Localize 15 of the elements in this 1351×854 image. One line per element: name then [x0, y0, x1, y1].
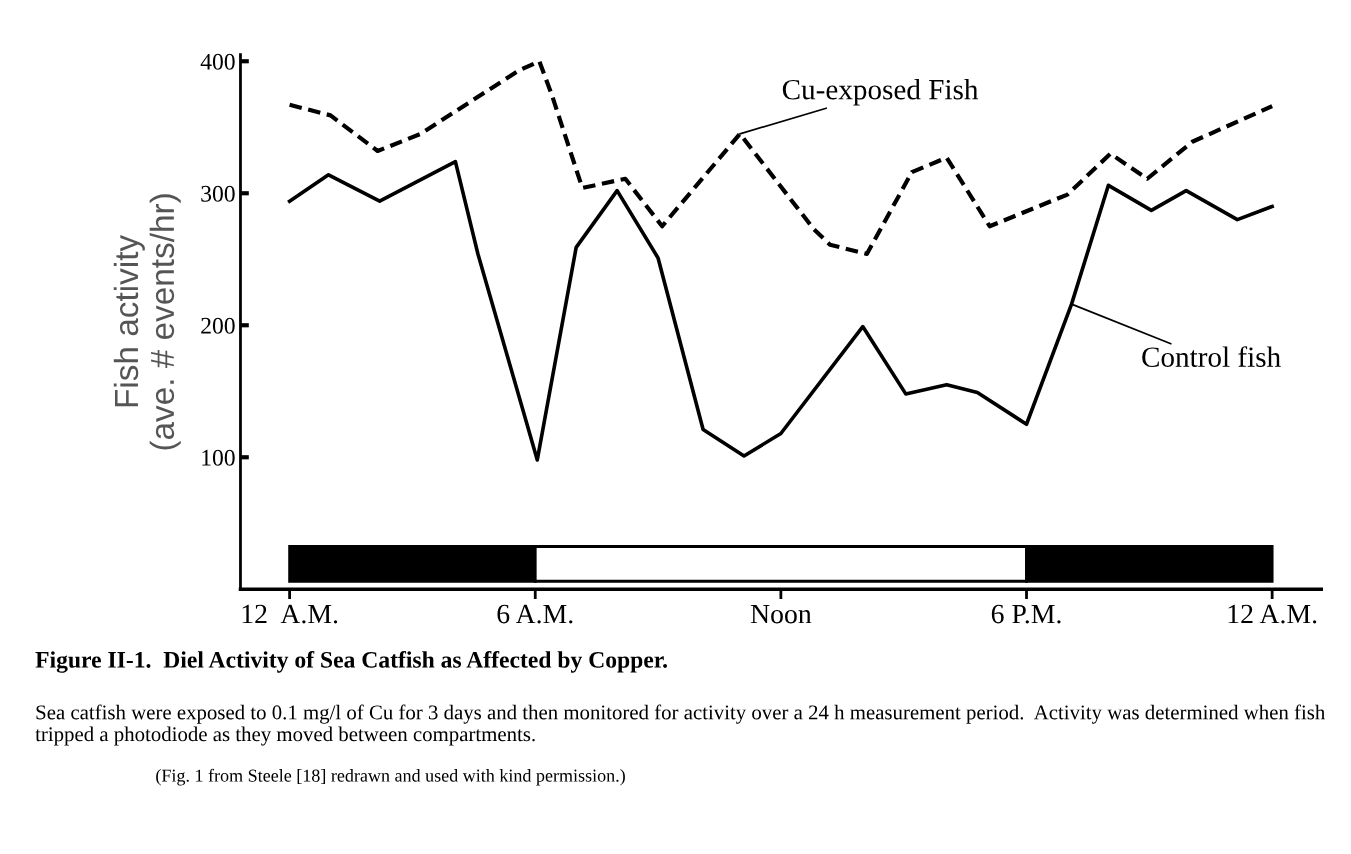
text: (Fig. 1 from Steele [18] redrawn and used with kind permission.) [156, 768, 625, 786]
x-tick-label: 12 A.M. [1228, 604, 1317, 624]
annotation: Cu-exposed Fish [782, 78, 979, 106]
y-tick-label: 300 [201, 185, 235, 202]
annotation: Control fish [1142, 346, 1281, 367]
x-tick-label: 6 P.M. [991, 604, 1061, 624]
text: Figure II-1. Diel Activity of Sea Catfish as Affected by Copper. [35, 650, 667, 673]
x-tick-label: 12 A.M. [242, 604, 338, 624]
x-tick-label: 6 A.M. [497, 604, 573, 624]
y-tick-label: 200 [201, 317, 235, 334]
text: Sea catfish were exposed to 0.1 mg/l of Cu for 3 days and then monitored for activity over a 24 h measurement period. Activity was determined when fish tripped a photodiode as they moved between compartments. [35, 704, 1326, 746]
y-tick-label: 100 [202, 449, 235, 466]
y-tick-label: 400 [200, 53, 235, 70]
x-tick-label: Noon [750, 604, 812, 624]
y-axis-title: Fish activity (ave. # events/hr) [113, 194, 181, 450]
